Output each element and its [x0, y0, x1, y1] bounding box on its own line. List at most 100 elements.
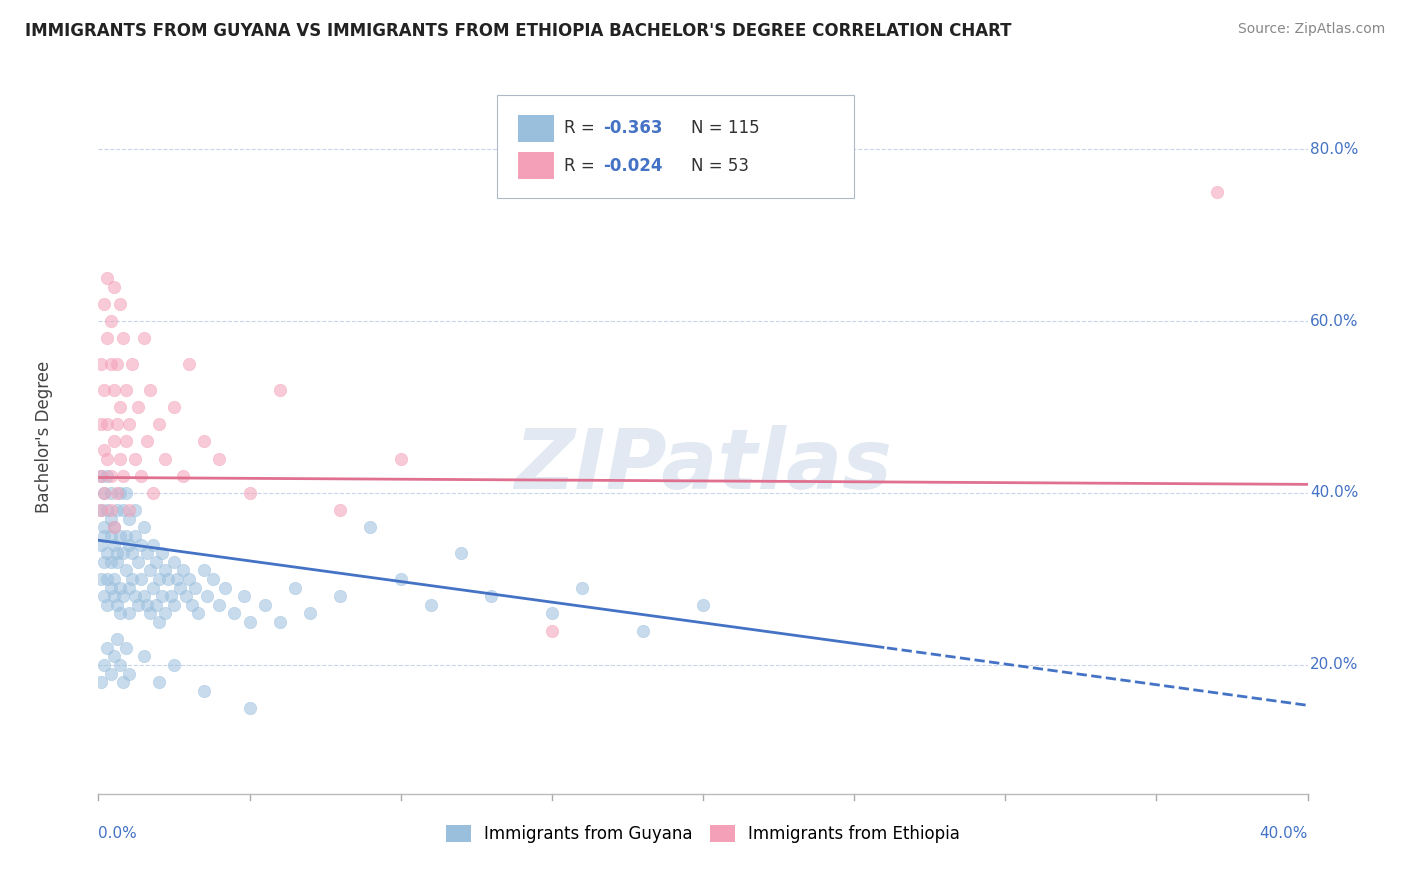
- Point: [111, 546, 134, 560]
- Text: ZIPatlas: ZIPatlas: [515, 425, 891, 506]
- Point: [100, 666, 122, 681]
- Point: [692, 598, 714, 612]
- Point: [481, 589, 503, 603]
- Point: [193, 434, 215, 449]
- Point: [105, 546, 128, 560]
- Point: [169, 581, 191, 595]
- Point: [139, 383, 162, 397]
- Point: [111, 468, 134, 483]
- Point: [108, 486, 131, 500]
- Point: [105, 486, 128, 500]
- Point: [174, 589, 197, 603]
- Text: -0.024: -0.024: [603, 157, 662, 175]
- Point: [132, 589, 155, 603]
- Point: [142, 537, 165, 551]
- Point: [269, 615, 291, 629]
- Point: [129, 537, 152, 551]
- Point: [105, 598, 128, 612]
- Point: [148, 675, 170, 690]
- Point: [93, 529, 115, 543]
- Text: R =: R =: [564, 120, 600, 137]
- Point: [100, 555, 122, 569]
- Point: [96, 598, 118, 612]
- Point: [540, 607, 562, 621]
- Point: [121, 572, 143, 586]
- Point: [96, 271, 118, 285]
- Point: [118, 537, 141, 551]
- Point: [150, 546, 173, 560]
- Point: [148, 615, 170, 629]
- Point: [224, 607, 246, 621]
- Point: [103, 279, 125, 293]
- Point: [90, 417, 112, 432]
- Point: [150, 589, 173, 603]
- Point: [142, 581, 165, 595]
- Point: [118, 607, 141, 621]
- Point: [156, 572, 179, 586]
- Point: [114, 640, 136, 655]
- Point: [90, 468, 112, 483]
- Point: [139, 607, 162, 621]
- Point: [105, 503, 128, 517]
- Text: IMMIGRANTS FROM GUYANA VS IMMIGRANTS FROM ETHIOPIA BACHELOR'S DEGREE CORRELATION: IMMIGRANTS FROM GUYANA VS IMMIGRANTS FRO…: [25, 22, 1012, 40]
- Point: [360, 520, 382, 534]
- Point: [121, 357, 143, 371]
- Point: [329, 503, 352, 517]
- Point: [93, 555, 115, 569]
- Point: [163, 657, 186, 672]
- Point: [329, 589, 352, 603]
- Point: [193, 683, 215, 698]
- Point: [148, 572, 170, 586]
- Point: [121, 546, 143, 560]
- Point: [420, 598, 443, 612]
- Point: [202, 572, 225, 586]
- Point: [450, 546, 472, 560]
- Point: [540, 624, 562, 638]
- Point: [103, 537, 125, 551]
- Point: [124, 589, 146, 603]
- Text: N = 53: N = 53: [690, 157, 749, 175]
- Legend: Immigrants from Guyana, Immigrants from Ethiopia: Immigrants from Guyana, Immigrants from …: [440, 818, 966, 850]
- Point: [90, 572, 112, 586]
- Point: [111, 675, 134, 690]
- Point: [132, 331, 155, 345]
- Point: [90, 503, 112, 517]
- Point: [118, 512, 141, 526]
- Point: [103, 589, 125, 603]
- Point: [163, 598, 186, 612]
- Point: [114, 383, 136, 397]
- Point: [127, 400, 149, 414]
- Point: [100, 529, 122, 543]
- Point: [132, 520, 155, 534]
- Point: [93, 589, 115, 603]
- Point: [111, 503, 134, 517]
- Point: [108, 451, 131, 466]
- Bar: [517, 153, 554, 179]
- Point: [108, 581, 131, 595]
- Text: N = 115: N = 115: [690, 120, 759, 137]
- Text: Bachelor's Degree: Bachelor's Degree: [35, 361, 53, 513]
- Text: 20.0%: 20.0%: [1310, 657, 1358, 673]
- Point: [208, 451, 231, 466]
- Point: [114, 563, 136, 577]
- Point: [100, 314, 122, 328]
- Point: [93, 520, 115, 534]
- Point: [172, 563, 194, 577]
- Point: [103, 520, 125, 534]
- Point: [100, 581, 122, 595]
- Point: [299, 607, 322, 621]
- Point: [153, 563, 176, 577]
- Point: [96, 546, 118, 560]
- Point: [93, 486, 115, 500]
- Bar: [517, 114, 554, 142]
- Point: [96, 331, 118, 345]
- Point: [145, 598, 167, 612]
- Point: [166, 572, 188, 586]
- Point: [96, 503, 118, 517]
- Point: [118, 581, 141, 595]
- Point: [124, 451, 146, 466]
- Point: [195, 589, 218, 603]
- Point: [269, 383, 291, 397]
- Point: [93, 442, 115, 457]
- Point: [90, 503, 112, 517]
